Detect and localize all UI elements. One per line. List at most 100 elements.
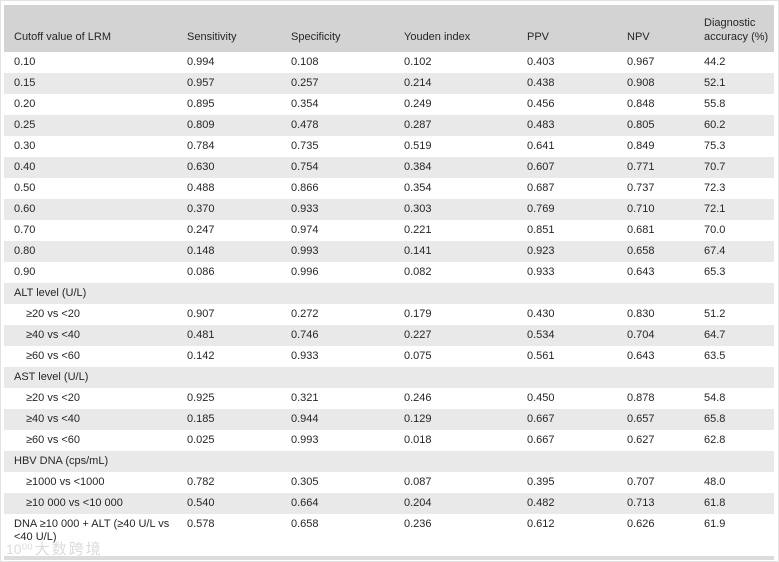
row-label: ≥40 vs <40 [4, 409, 177, 430]
table-row: 0.60 0.370 0.933 0.303 0.769 0.710 72.1 [4, 199, 774, 220]
cell-value: 0.643 [627, 350, 655, 362]
cell-value: 0.710 [617, 199, 694, 220]
cell-value: 0.430 [527, 308, 555, 320]
column-header-6: NPV [617, 5, 694, 52]
cell-value: 0.141 [394, 241, 517, 262]
cell-value: 0.236 [404, 518, 432, 530]
row-label: ≥10 000 vs <10 000 [4, 493, 177, 514]
column-header-7: Diagnostic accuracy (%) [694, 5, 774, 52]
row-label: 0.50 [14, 182, 36, 194]
table-body: 0.10 0.994 0.108 0.102 0.403 0.967 44.2 0.15 0.9… [4, 52, 774, 548]
cell-value: 70.7 [694, 157, 774, 178]
cell-value: 0.303 [394, 199, 517, 220]
cell-value: 0.607 [517, 157, 617, 178]
cell-value: 0.849 [627, 140, 655, 152]
cell-value: 0.086 [187, 266, 215, 278]
cell-value: 0.737 [627, 182, 655, 194]
cell-value: 60.2 [694, 115, 774, 136]
table-row: 0.30 0.784 0.735 0.519 0.641 0.849 75.3 [4, 136, 774, 157]
cell-value: 0.704 [617, 325, 694, 346]
watermark: 10⁰⁰ 大数跨境 [6, 538, 103, 559]
cell-value: 64.7 [694, 325, 774, 346]
cell-value: 0.866 [291, 182, 319, 194]
cell-value: 61.9 [704, 518, 726, 530]
row-label: ≥60 vs <60 [26, 350, 81, 362]
table-row: ≥1000 vs <1000 0.782 0.305 0.087 0.395 0.707 4… [4, 472, 774, 493]
cell-value: 70.0 [704, 224, 726, 236]
cell-value: 0.108 [291, 56, 319, 68]
table-row: 0.90 0.086 0.996 0.082 0.933 0.643 65.3 [4, 262, 774, 283]
table-row: ≥40 vs <40 0.481 0.746 0.227 0.534 0.704 64.7 [4, 325, 774, 346]
cell-value: 0.148 [177, 241, 281, 262]
table-row: ≥40 vs <40 0.185 0.944 0.129 0.667 0.657 65.8 [4, 409, 774, 430]
table-row: 0.25 0.809 0.478 0.287 0.483 0.805 60.2 [4, 115, 774, 136]
cell-value: 0.957 [177, 73, 281, 94]
cell-value: 0.681 [627, 224, 655, 236]
table-row: 0.80 0.148 0.993 0.141 0.923 0.658 67.4 [4, 241, 774, 262]
cell-value: 0.247 [187, 224, 215, 236]
table-row: 0.40 0.630 0.754 0.384 0.607 0.771 70.7 [4, 157, 774, 178]
section-label: HBV DNA (cps/mL) [4, 451, 774, 472]
cell-value: 0.450 [527, 392, 555, 404]
cell-value: 0.974 [291, 224, 319, 236]
cell-value: 0.102 [404, 56, 432, 68]
cell-value: 0.664 [281, 493, 394, 514]
row-label: 0.90 [14, 266, 36, 278]
cell-value: 0.287 [394, 115, 517, 136]
cell-value: 0.805 [617, 115, 694, 136]
table-row: 0.70 0.247 0.974 0.221 0.851 0.681 70.0 [4, 220, 774, 241]
cell-value: 0.370 [177, 199, 281, 220]
cell-value: 0.944 [281, 409, 394, 430]
cell-value: 0.082 [404, 266, 432, 278]
cell-value: 0.782 [187, 476, 215, 488]
cell-value: 0.784 [187, 140, 215, 152]
cell-value: 0.321 [291, 392, 319, 404]
table-row: 0.50 0.488 0.866 0.354 0.687 0.737 72.3 [4, 178, 774, 199]
row-label: 0.70 [14, 224, 36, 236]
cell-value: 0.075 [404, 350, 432, 362]
cell-value: 61.8 [694, 493, 774, 514]
cell-value: 0.018 [404, 434, 432, 446]
cell-value: 0.707 [627, 476, 655, 488]
cell-value: 0.626 [627, 518, 655, 530]
cell-value: 0.519 [404, 140, 432, 152]
cell-value: 65.3 [704, 266, 726, 278]
watermark-text: 大数跨境 [34, 541, 103, 558]
cell-value: 0.627 [627, 434, 655, 446]
cell-value: 75.3 [704, 140, 726, 152]
cell-value: 0.630 [177, 157, 281, 178]
cell-value: 0.851 [527, 224, 555, 236]
cell-value: 0.908 [617, 73, 694, 94]
cell-value: 0.657 [617, 409, 694, 430]
cell-value: 0.907 [187, 308, 215, 320]
cell-value: 0.438 [517, 73, 617, 94]
cell-value: 0.925 [187, 392, 215, 404]
table-container: Cutoff value of LRM Sensitivity Specificit… [4, 5, 774, 548]
cell-value: 0.848 [627, 98, 655, 110]
cell-value: 0.481 [177, 325, 281, 346]
cell-value: 0.754 [281, 157, 394, 178]
cell-value: 0.478 [281, 115, 394, 136]
table-row: DNA ≥10 000 + ALT (≥40 U/L vs <40 U/L) 0.… [4, 514, 774, 548]
cell-value: 48.0 [704, 476, 726, 488]
cell-value: 0.221 [404, 224, 432, 236]
cell-value: 0.540 [177, 493, 281, 514]
cell-value: 0.488 [187, 182, 215, 194]
column-header-1: Cutoff value of LRM [4, 5, 177, 52]
column-header-3: Specificity [281, 5, 394, 52]
table-row: ≥10 000 vs <10 000 0.540 0.664 0.204 0.482 0.… [4, 493, 774, 514]
cell-value: 0.809 [177, 115, 281, 136]
cell-value: 0.667 [527, 434, 555, 446]
row-label: ≥20 vs <20 [26, 308, 81, 320]
cell-value: 67.4 [694, 241, 774, 262]
table-bottom-border [4, 556, 774, 560]
table-row: 0.10 0.994 0.108 0.102 0.403 0.967 44.2 [4, 52, 774, 73]
cell-value: 0.403 [527, 56, 555, 68]
cell-value: 0.395 [527, 476, 555, 488]
cell-value: 0.967 [627, 56, 655, 68]
cell-value: 0.735 [291, 140, 319, 152]
cell-value: 0.878 [627, 392, 655, 404]
section-label: AST level (U/L) [4, 367, 774, 388]
cell-value: 72.1 [694, 199, 774, 220]
watermark-logo: 10⁰⁰ [6, 541, 33, 557]
